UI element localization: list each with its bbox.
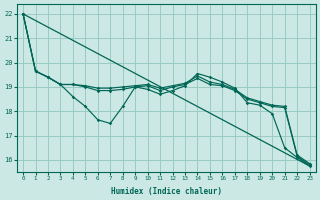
X-axis label: Humidex (Indice chaleur): Humidex (Indice chaleur) <box>111 187 222 196</box>
